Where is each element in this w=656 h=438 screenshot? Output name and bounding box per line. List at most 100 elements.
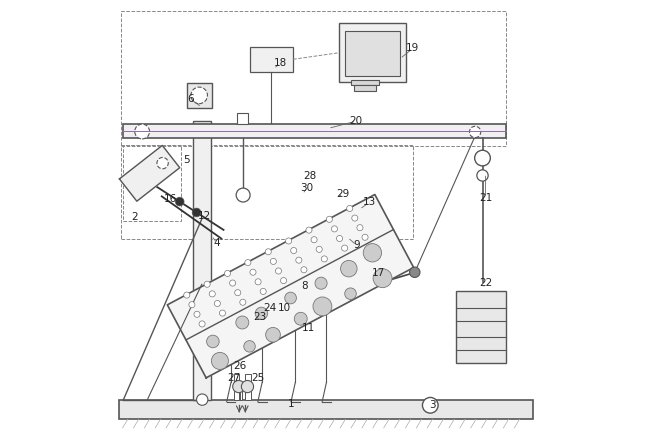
Text: 13: 13 <box>363 198 376 208</box>
Circle shape <box>211 353 228 369</box>
Circle shape <box>352 215 358 221</box>
Circle shape <box>189 302 195 308</box>
Circle shape <box>207 335 219 348</box>
Text: 2: 2 <box>131 212 138 222</box>
Circle shape <box>255 307 268 320</box>
Polygon shape <box>119 145 180 201</box>
Circle shape <box>337 236 342 241</box>
Bar <box>237 113 249 124</box>
Circle shape <box>197 394 208 405</box>
Circle shape <box>235 290 241 296</box>
Circle shape <box>219 310 226 316</box>
Text: 6: 6 <box>188 94 194 104</box>
Bar <box>250 47 293 72</box>
Circle shape <box>301 267 307 273</box>
Circle shape <box>184 292 190 298</box>
Bar <box>186 83 212 108</box>
Text: 17: 17 <box>371 268 384 279</box>
Circle shape <box>362 234 368 240</box>
Text: 26: 26 <box>234 361 247 371</box>
Text: 1: 1 <box>288 399 295 409</box>
Circle shape <box>281 278 287 284</box>
Text: 5: 5 <box>183 155 190 165</box>
Text: 24: 24 <box>264 303 277 313</box>
Bar <box>339 23 406 82</box>
Text: 22: 22 <box>479 279 492 288</box>
Circle shape <box>260 288 266 294</box>
Text: 27: 27 <box>227 373 240 383</box>
Circle shape <box>311 237 317 243</box>
Text: 3: 3 <box>429 400 436 410</box>
Circle shape <box>224 270 230 276</box>
Circle shape <box>215 300 220 307</box>
Circle shape <box>326 216 333 223</box>
Circle shape <box>373 269 392 288</box>
Circle shape <box>285 292 297 304</box>
Text: 21: 21 <box>479 193 492 203</box>
Circle shape <box>233 381 245 392</box>
Bar <box>119 399 533 419</box>
Circle shape <box>346 205 353 212</box>
Circle shape <box>276 268 281 274</box>
Circle shape <box>315 277 327 289</box>
Bar <box>351 80 379 85</box>
Bar <box>121 145 413 239</box>
Circle shape <box>477 170 488 181</box>
Text: 29: 29 <box>337 189 350 199</box>
Circle shape <box>342 245 348 251</box>
Circle shape <box>244 341 255 352</box>
Circle shape <box>192 208 201 217</box>
Circle shape <box>422 397 438 413</box>
Text: 20: 20 <box>350 116 363 126</box>
Circle shape <box>134 124 150 139</box>
Bar <box>193 121 211 399</box>
Text: 10: 10 <box>278 303 291 313</box>
Text: 9: 9 <box>353 240 359 250</box>
Text: 25: 25 <box>251 373 264 383</box>
Circle shape <box>470 126 481 138</box>
Text: 30: 30 <box>300 183 314 193</box>
Circle shape <box>266 328 280 342</box>
Circle shape <box>295 312 307 325</box>
Text: 4: 4 <box>214 238 220 248</box>
Circle shape <box>245 260 251 266</box>
Circle shape <box>306 227 312 233</box>
Circle shape <box>316 246 322 252</box>
Text: 16: 16 <box>164 194 177 205</box>
Circle shape <box>236 188 250 202</box>
Circle shape <box>191 87 207 104</box>
Circle shape <box>175 197 184 206</box>
Bar <box>234 374 239 399</box>
Circle shape <box>204 281 210 287</box>
Text: 18: 18 <box>274 58 287 68</box>
Circle shape <box>241 381 254 392</box>
Text: 12: 12 <box>197 211 211 220</box>
Circle shape <box>313 297 332 316</box>
Bar <box>344 31 400 76</box>
Circle shape <box>285 238 292 244</box>
Text: 11: 11 <box>302 323 315 333</box>
Bar <box>239 389 242 399</box>
Polygon shape <box>167 194 414 378</box>
Circle shape <box>250 269 256 275</box>
Bar <box>245 374 251 399</box>
Circle shape <box>265 249 272 255</box>
Circle shape <box>157 158 168 169</box>
Circle shape <box>240 299 246 305</box>
Circle shape <box>296 257 302 263</box>
Text: 23: 23 <box>253 312 266 322</box>
Circle shape <box>475 150 490 166</box>
Bar <box>354 85 376 91</box>
Text: 28: 28 <box>303 171 316 181</box>
Circle shape <box>209 291 215 297</box>
Circle shape <box>194 311 200 318</box>
Text: 19: 19 <box>406 43 419 53</box>
Bar <box>121 11 506 146</box>
Circle shape <box>321 256 327 262</box>
Circle shape <box>199 321 205 327</box>
Bar <box>123 145 181 221</box>
Circle shape <box>363 244 382 262</box>
Bar <box>457 291 506 363</box>
Circle shape <box>270 258 276 265</box>
Circle shape <box>230 280 236 286</box>
